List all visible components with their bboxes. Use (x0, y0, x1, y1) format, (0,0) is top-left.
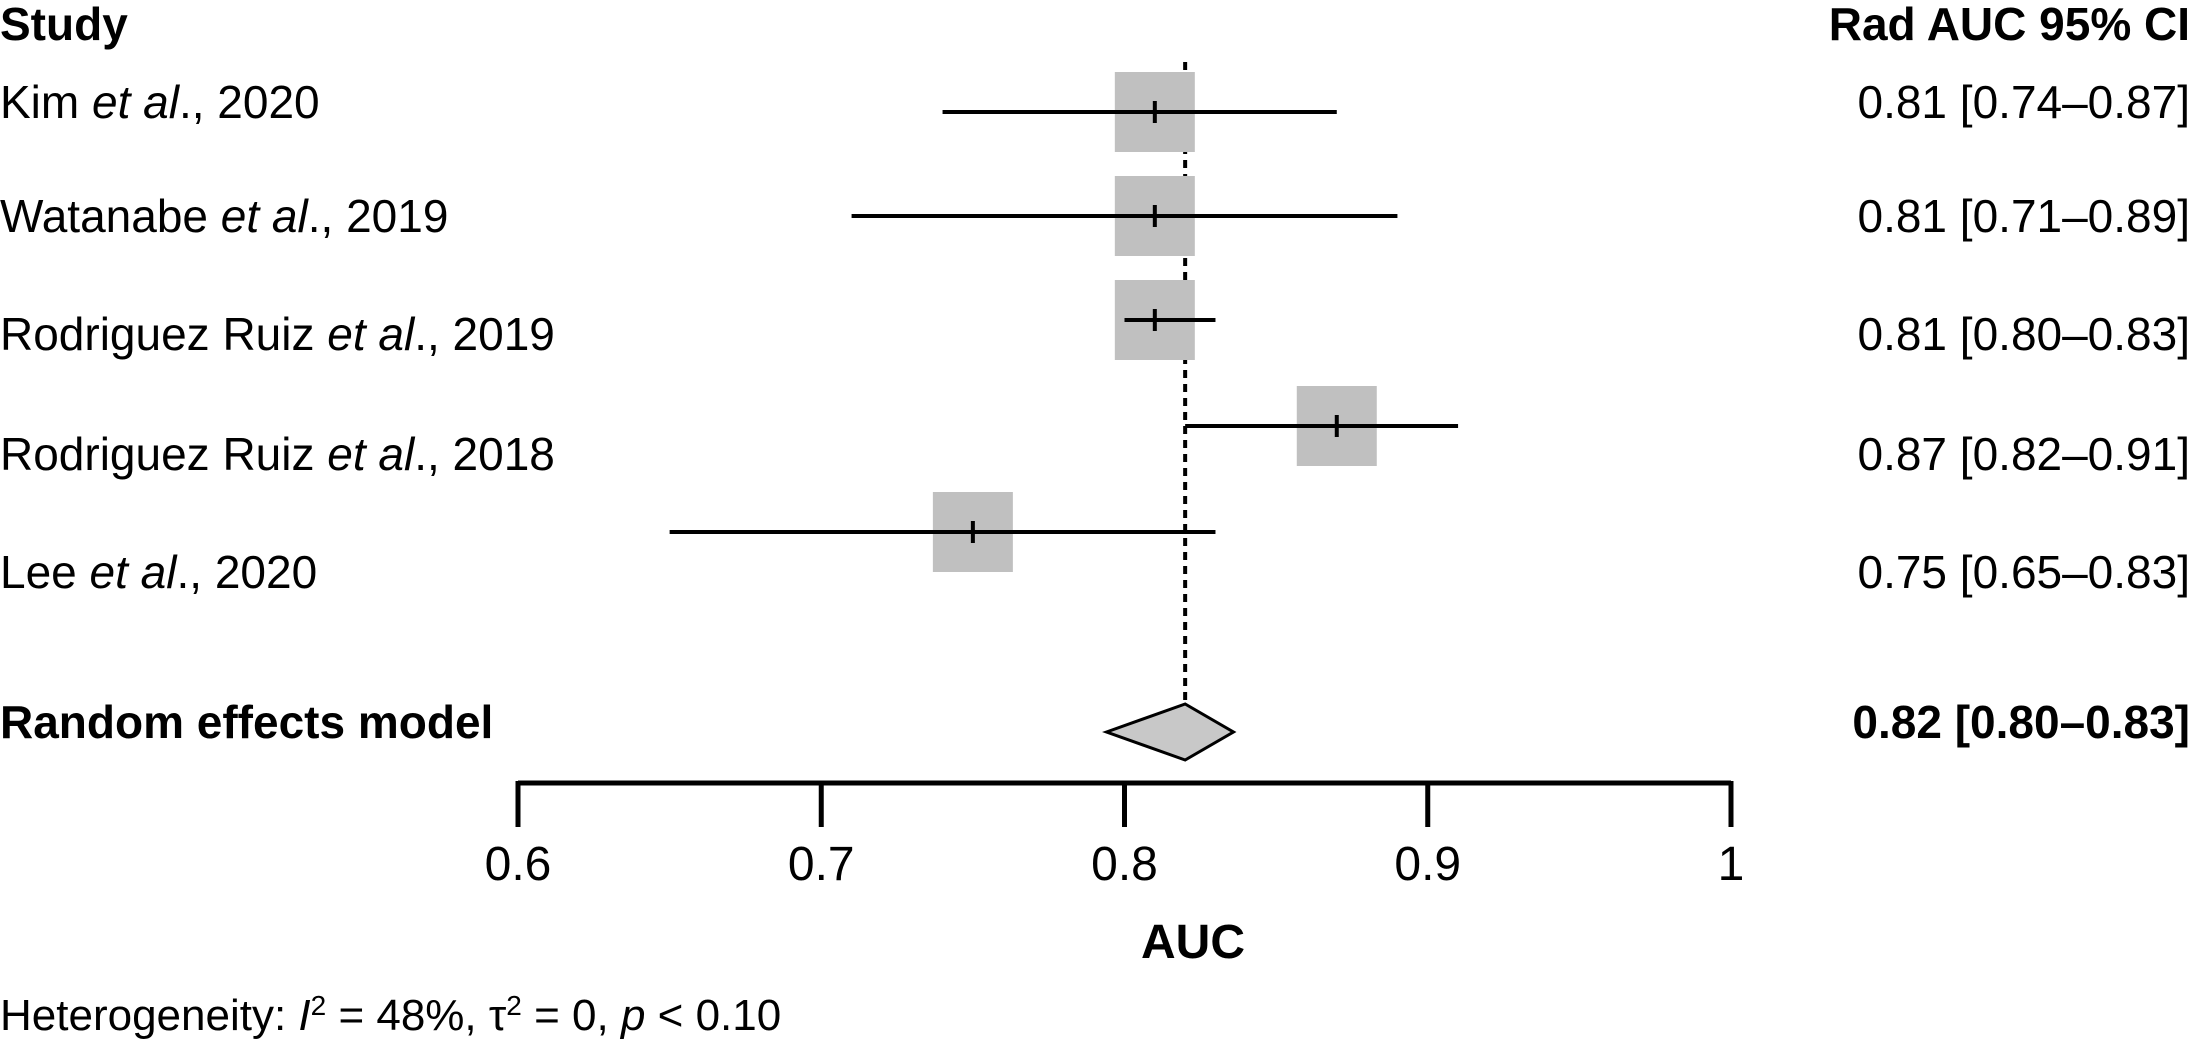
study-et-al: et al (221, 190, 310, 242)
study-ci-text: 0.81 [0.71–0.89] (1857, 190, 2190, 242)
pooled-label: Random effects model (0, 696, 493, 748)
p-value: < 0.10 (645, 991, 781, 1040)
x-tick-label: 1 (1718, 838, 1745, 891)
study-ci-text: 0.81 [0.80–0.83] (1857, 308, 2190, 360)
study-et-al: et al (92, 76, 181, 128)
study-et-al: et al (90, 546, 179, 598)
study-year: ., 2020 (176, 546, 317, 598)
pooled-ci-text: 0.82 [0.80–0.83] (1852, 696, 2190, 748)
i2-exponent: 2 (311, 990, 327, 1021)
study-label: Kim et al., 2020 (0, 76, 320, 128)
study-ci-text: 0.81 [0.74–0.87] (1857, 76, 2190, 128)
study-ci-text: 0.75 [0.65–0.83] (1857, 546, 2190, 598)
study-et-al: et al (327, 428, 416, 480)
study-ci-text: 0.87 [0.82–0.91] (1857, 428, 2190, 480)
study-author: Watanabe (0, 190, 221, 242)
study-et-al: et al (327, 308, 416, 360)
x-axis-title: AUC (1141, 916, 1245, 969)
heterogeneity-statistics: Heterogeneity: I2 = 48%, τ2 = 0, p < 0.1… (0, 990, 781, 1041)
pooled-diamond (1102, 702, 1237, 762)
study-label: Rodriguez Ruiz et al., 2019 (0, 308, 555, 360)
study-year: ., 2020 (179, 76, 320, 128)
study-label: Watanabe et al., 2019 (0, 190, 448, 242)
tau-exponent: 2 (506, 990, 522, 1021)
study-label: Rodriguez Ruiz et al., 2018 (0, 428, 555, 480)
i2-symbol: I (298, 991, 310, 1040)
study-author: Rodriguez Ruiz (0, 428, 327, 480)
tau-value: = 0, (522, 991, 621, 1040)
study-author: Kim (0, 76, 92, 128)
tau-symbol: τ (489, 991, 507, 1040)
study-author: Lee (0, 546, 90, 598)
x-tick-label: 0.8 (1091, 838, 1158, 891)
heterogeneity-prefix: Heterogeneity: (0, 991, 298, 1040)
study-marks (669, 72, 1459, 572)
study-rows: Kim et al., 2020 0.81 [0.74–0.87]Watanabe… (0, 76, 2190, 598)
study-year: ., 2019 (414, 308, 555, 360)
x-tick-label: 0.9 (1394, 838, 1461, 891)
p-symbol: p (619, 991, 645, 1040)
estimate-column-header: Rad AUC 95% CI (1829, 0, 2190, 50)
study-label: Lee et al., 2020 (0, 546, 317, 598)
x-axis: 0.6 0.7 0.8 0.9 1 (485, 780, 1745, 891)
i2-value: = 48%, (326, 991, 489, 1040)
x-tick-label: 0.7 (788, 838, 855, 891)
study-year: ., 2019 (308, 190, 449, 242)
x-tick-label: 0.6 (485, 838, 552, 891)
study-column-header: Study (0, 0, 128, 50)
study-author: Rodriguez Ruiz (0, 308, 327, 360)
study-year: ., 2018 (414, 428, 555, 480)
